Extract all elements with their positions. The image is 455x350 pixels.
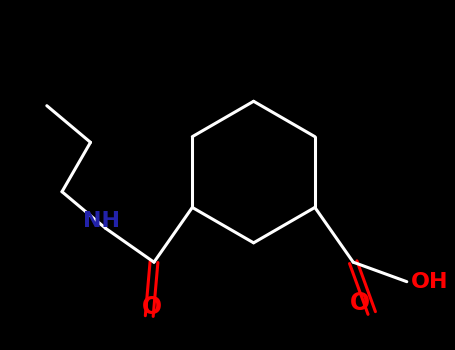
Text: OH: OH [411,272,448,292]
Text: O: O [142,295,162,319]
Text: NH: NH [83,211,120,231]
Text: O: O [350,291,370,315]
